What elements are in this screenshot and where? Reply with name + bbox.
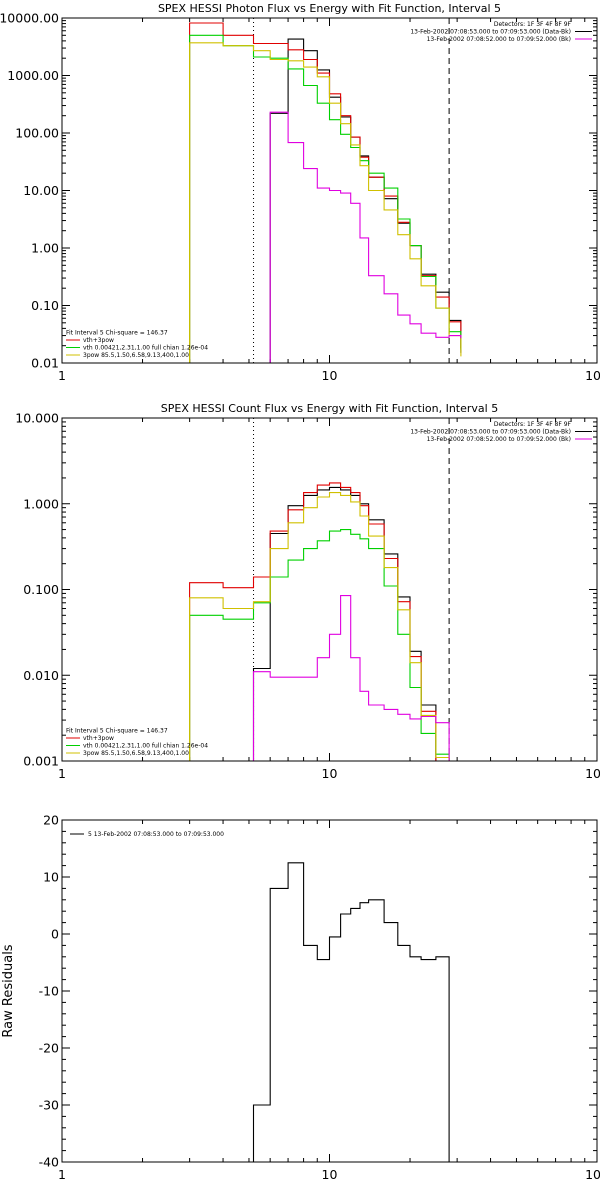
x-tick-label: 10: [322, 368, 338, 383]
series-line: [189, 22, 462, 363]
series-line: [269, 38, 462, 363]
series-line: [252, 486, 450, 761]
y-tick-label: -30: [39, 1098, 59, 1113]
y-tick-label: 0.100: [23, 582, 59, 597]
y-tick-label: 0: [51, 927, 59, 942]
header-text: Detectors: 1F 3F 4F 8F 9F: [494, 421, 572, 428]
series-line: [252, 862, 450, 1162]
y-tick-label: 10.00: [23, 183, 59, 198]
photon-flux-panel: SPEX HESSI Photon Flux vs Energy with Fi…: [0, 2, 600, 383]
y-tick-label: 1000.00: [7, 68, 59, 83]
header-text: 13-Feb-2002 07:08:53.000 to 07:09:53.000…: [410, 29, 571, 36]
x-tick-label: 10: [322, 1167, 338, 1182]
legend-text: 3pow 85.5,1.50,6.58,9.13,400,1.00: [83, 750, 189, 757]
series-line: [189, 529, 450, 761]
series-line: [189, 482, 450, 761]
y-tick-label: -20: [39, 1041, 59, 1056]
header-text: 13-Feb-2002 07:08:53.000 to 07:09:53.000…: [410, 429, 571, 436]
x-tick-label: 100: [585, 1167, 600, 1182]
chart-title: SPEX HESSI Photon Flux vs Energy with Fi…: [158, 2, 501, 15]
y-tick-label: 0.10: [31, 298, 59, 313]
chart-title: SPEX HESSI Count Flux vs Energy with Fit…: [161, 402, 498, 415]
legend-text: 5 13-Feb-2002 07:08:53.000 to 07:09:53.0…: [88, 831, 224, 838]
y-tick-label: -10: [39, 984, 59, 999]
x-tick-label: 1: [58, 766, 66, 781]
y-tick-label: 100.00: [15, 126, 59, 141]
y-tick-label: 0.001: [23, 754, 59, 769]
y-tick-label: 10.000: [15, 411, 59, 426]
x-tick-label: 1: [58, 368, 66, 383]
plot-frame: [61, 417, 598, 762]
legend-text: 3pow 85.5,1.50,6.58,9.13,400,1.00: [83, 352, 189, 359]
x-tick-label: 10: [322, 766, 338, 781]
header-text: 13-Feb-2002 07:08:52.000 to 07:09:52.000…: [427, 36, 571, 43]
legend-text: vth 0.00421,2.31,1.00 full chian 1.26e-0…: [83, 345, 208, 352]
legend-text: Fit Interval 5 Chi-square = 146.37: [66, 728, 168, 735]
plot-frame: [61, 819, 598, 1163]
y-tick-label: 0.010: [23, 668, 59, 683]
y-tick-label: -40: [39, 1155, 59, 1170]
residuals-panel: Raw Residuals 1 10 100 -40 -30 -20 -10 0 10 20 5 13…: [1, 813, 600, 1183]
y-tick-label: 0.01: [31, 356, 59, 371]
series-line: [189, 492, 450, 761]
plot-frame: [61, 17, 598, 364]
y-axis-label: Raw Residuals: [1, 944, 16, 1037]
y-tick-label: 10000.00: [0, 11, 59, 26]
legend-text: vth 0.00421,2.31,1.00 full chian 1.26e-0…: [83, 743, 208, 750]
y-tick-label: 1.000: [23, 496, 59, 511]
x-tick-label: 1: [58, 1167, 66, 1182]
legend-text: vth+3pow: [83, 337, 114, 344]
series-group: [189, 482, 450, 761]
series-group: [252, 862, 450, 1162]
header-text: 13-Feb-2002 07:08:52.000 to 07:09:52.000…: [427, 436, 571, 443]
y-tick-label: 1.00: [31, 241, 59, 256]
header-text: Detectors: 1F 3F 4F 8F 9F: [494, 21, 572, 28]
series-group: [189, 22, 462, 363]
y-tick-label: 20: [43, 813, 59, 828]
series-line: [189, 34, 462, 363]
series-line: [269, 111, 462, 363]
series-line: [252, 595, 450, 761]
legend-text: vth+3pow: [83, 735, 114, 742]
x-tick-label: 100: [585, 368, 600, 383]
series-line: [189, 42, 462, 363]
y-tick-label: 10: [43, 870, 59, 885]
legend-text: Fit Interval 5 Chi-square = 146.37: [66, 330, 168, 337]
count-flux-panel: SPEX HESSI Count Flux vs Energy with Fit…: [15, 402, 600, 781]
x-tick-label: 100: [585, 766, 600, 781]
